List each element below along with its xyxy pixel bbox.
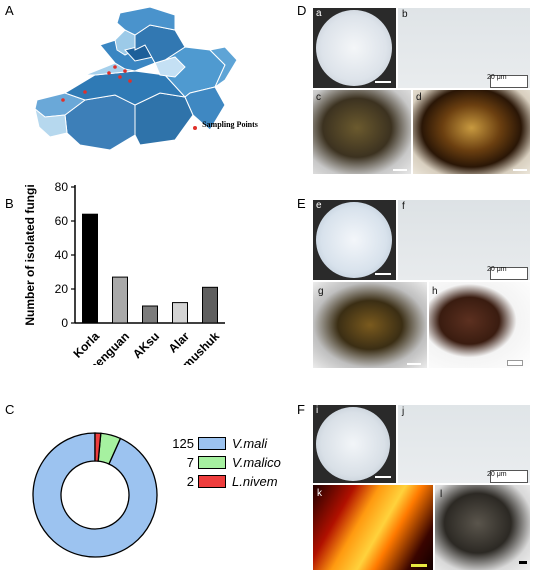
sampling-points [61,65,132,102]
donut-legend: 125 V.mali 7 V.malico 2 L.nivem [164,436,294,506]
bar [172,302,188,324]
sampling-point [128,79,132,83]
sampling-point [113,65,117,69]
y-tick-label: 40 [55,248,69,262]
photo-pycnidium-c [313,90,411,174]
sublabel-l: l [440,489,443,500]
donut-slice [94,432,102,462]
legend-entry: 125 V.mali [164,436,267,451]
legend-entry: 2 L.nivem [164,474,278,489]
legend-swatch [198,475,226,488]
sublabel-e: e [316,200,322,211]
sampling-point [83,90,87,94]
sampling-point [107,71,111,75]
photo-pycnidium-section-h [429,282,530,368]
sublabel-h: h [432,286,438,297]
x-tick-label: Alar [166,329,193,356]
map-region-east-light [154,56,186,78]
legend-entry: 7 V.malico [164,455,281,470]
photo-conidia-micrograph-b [398,8,530,88]
scale-bar-label-j: 20 μm [487,471,507,478]
photo-fluorescence-k [313,485,433,570]
panel-label-d-photos: D [297,3,307,18]
y-tick-label: 0 [61,316,68,330]
y-axis-label: Number of isolated fungi [23,184,37,325]
sublabel-f: f [402,201,405,212]
map-region-hami [208,46,238,89]
panel-label-c-donut: C [5,402,15,417]
map-region-altay [116,6,176,36]
map-region-southeast [184,86,226,131]
bar [82,213,98,324]
sampling-point [61,98,65,102]
sublabel-i: i [316,405,319,416]
legend-sampling-point-marker [193,126,197,130]
sampling-point [123,69,127,73]
map-legend-label: Sampling Points [202,120,258,129]
photo-pycnidium-section-d [413,90,530,174]
species-donut-chart [32,432,158,558]
legend-label: L.nivem [232,474,278,489]
panel-label-f-photos: F [297,402,305,417]
legend-swatch [198,456,226,469]
sublabel-g: g [318,286,324,297]
legend-label: V.malico [232,455,281,470]
photo-colony-plate-a [313,8,396,88]
y-tick-label: 80 [55,180,69,194]
y-tick-label: 60 [55,214,69,228]
bar [142,305,158,324]
sublabel-c: c [316,92,321,103]
legend-count: 125 [172,436,194,451]
y-tick-label: 20 [55,282,69,296]
scale-bar-label-f: 20 μm [487,266,507,273]
sublabel-b: b [402,9,408,20]
panel-label-a-map: A [5,3,14,18]
panel-label-e-photos: E [297,196,306,211]
xinjiang-map [34,6,238,151]
photo-conidia-micrograph-j [398,405,530,483]
legend-swatch [198,437,226,450]
photo-pycnidium-g [313,282,427,368]
sublabel-d: d [416,92,422,103]
x-tick-label: AKsu [130,329,162,361]
bar [112,276,128,324]
panel-label-b-bar: B [5,196,14,211]
photo-pycnidium-l [435,485,530,570]
sublabel-a: a [316,8,322,19]
bar [202,286,218,324]
legend-count: 2 [186,474,194,489]
donut-slice [32,432,158,558]
sublabel-j: j [402,406,405,417]
legend-label: V.mali [232,436,268,451]
scale-bar-label-b: 20 μm [487,74,507,81]
photo-colony-plate-e [313,200,396,280]
photo-conidia-micrograph-f [398,200,530,280]
photo-colony-plate-i [313,405,396,483]
sublabel-k: k [317,488,322,499]
map-region-far-west [34,107,68,138]
sampling-point [118,75,122,79]
legend-count: 7 [186,455,194,470]
